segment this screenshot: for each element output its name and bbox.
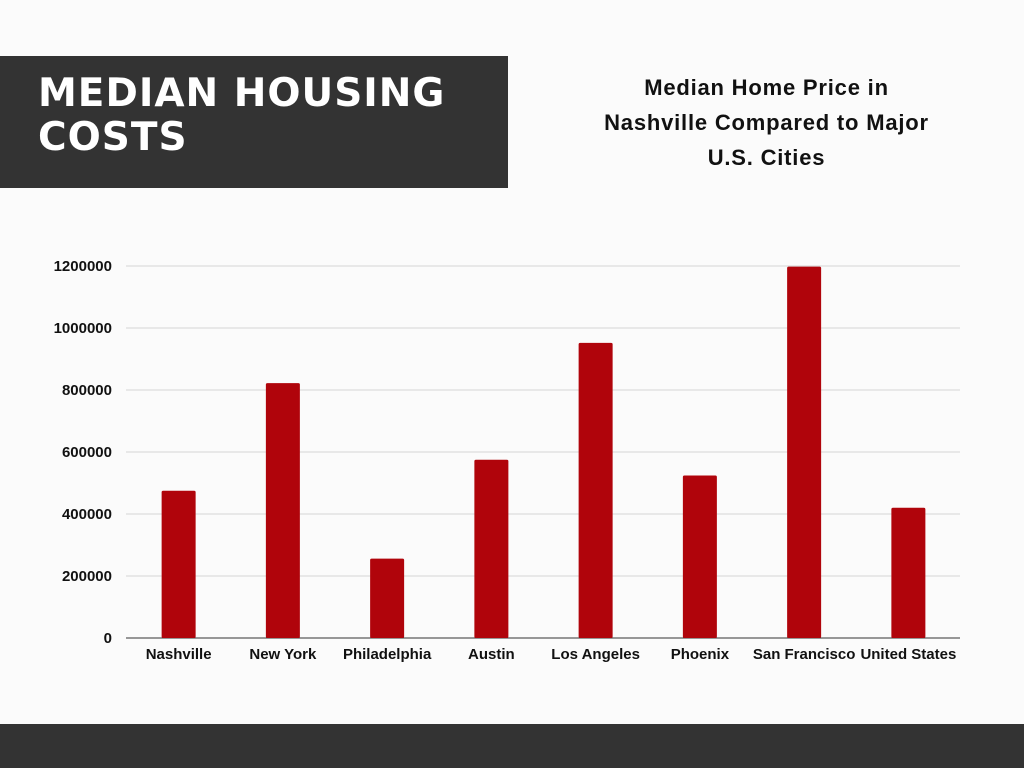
x-tick-label: Los Angeles	[551, 646, 640, 663]
x-tick-label: San Francisco	[753, 646, 856, 663]
x-tick-label: Phoenix	[671, 646, 730, 663]
x-tick-label: Philadelphia	[343, 646, 432, 663]
x-tick-label: New York	[249, 646, 317, 663]
bar-philadelphia	[370, 558, 405, 638]
bar-austin	[474, 459, 509, 638]
y-tick-label: 200000	[62, 568, 112, 585]
y-tick-label: 1200000	[54, 258, 112, 275]
y-tick-label: 600000	[62, 444, 112, 461]
x-tick-label: United States	[860, 646, 956, 663]
bar-phoenix	[682, 475, 717, 638]
y-tick-label: 400000	[62, 506, 112, 523]
title-banner	[0, 56, 508, 188]
banner-title: MEDIAN HOUSING COSTS	[38, 71, 446, 160]
bar-new-york	[265, 383, 300, 638]
x-tick-label: Austin	[468, 646, 515, 663]
y-tick-label: 0	[104, 630, 112, 647]
bar-san-francisco	[787, 266, 822, 638]
y-tick-label: 800000	[62, 382, 112, 399]
x-tick-label: Nashville	[146, 646, 212, 663]
bar-los-angeles	[578, 342, 613, 638]
bar-nashville	[161, 490, 196, 638]
chart-title: Median Home Price in Nashville Compared …	[604, 75, 929, 170]
bar-chart: 0 200000 400000 600000 800000 1000000 1200000 N…	[54, 258, 960, 663]
bar-united-states	[891, 507, 926, 638]
footer-bar	[0, 724, 1024, 768]
y-tick-label: 1000000	[54, 320, 112, 337]
